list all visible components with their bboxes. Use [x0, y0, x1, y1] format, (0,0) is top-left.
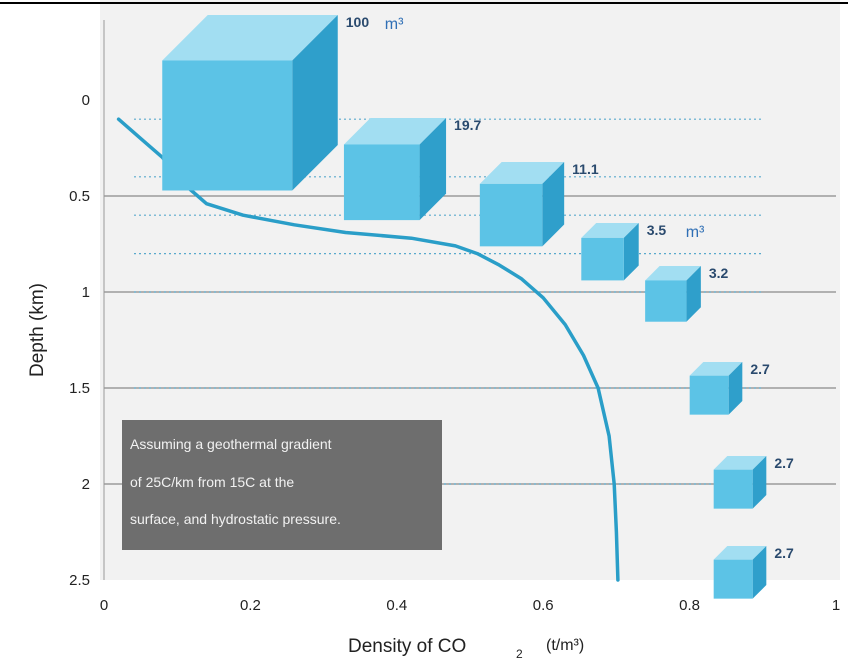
y-tick-label: 1.5	[69, 380, 90, 397]
y-tick-label: 0.5	[69, 188, 90, 205]
volume-unit-label: m³	[686, 224, 705, 241]
cube-front	[713, 469, 753, 509]
cube-side	[292, 15, 338, 191]
volume-cube: 11.1	[479, 161, 599, 247]
volume-label: 11.1	[572, 161, 599, 177]
volume-cube: 3.2	[645, 265, 729, 322]
x-tick-label: 0	[100, 597, 108, 614]
cube-top	[689, 362, 743, 376]
volume-cube: 19.7	[343, 117, 482, 221]
cube-top	[581, 223, 639, 238]
volume-cubes: 100 m³ 19.7 11.1 3.5 m³ 3.2 2.7 2.7 2.7	[162, 14, 794, 599]
x-axis-title-subscript: 2	[516, 647, 523, 661]
x-tick-label: 0.8	[679, 597, 700, 614]
volume-cube: 100 m³	[162, 14, 404, 191]
volume-label: 2.7	[774, 455, 794, 471]
y-axis-title: Depth (km)	[27, 283, 48, 377]
x-tick-label: 1	[832, 597, 840, 614]
annotation-line-1: Assuming a geothermal gradient	[130, 436, 332, 452]
volume-label: 2.7	[774, 545, 794, 561]
cube-top	[713, 546, 767, 560]
volume-cube: 2.7	[689, 361, 770, 415]
y-tick-labels: 0 0.5 1 1.5 2 2.5	[69, 92, 90, 589]
volume-label: 3.2	[709, 265, 729, 281]
cube-side	[623, 223, 639, 281]
volume-label: 3.5	[647, 222, 667, 238]
cube-front	[581, 237, 624, 281]
cube-side	[728, 362, 743, 415]
y-tick-label: 1	[82, 284, 90, 301]
x-axis-title-unit: (t/m³)	[546, 637, 584, 654]
volume-label: 19.7	[454, 117, 481, 133]
cube-top	[479, 162, 565, 184]
cube-side	[419, 118, 447, 221]
cube-top	[162, 15, 338, 61]
annotation-line-3: surface, and hydrostatic pressure.	[130, 511, 341, 527]
y-tick-label: 2	[82, 476, 90, 493]
cube-side	[752, 456, 767, 509]
cube-front	[479, 183, 543, 247]
x-tick-label: 0.4	[386, 597, 407, 614]
cube-front	[162, 60, 293, 191]
y-tick-label: 2.5	[69, 572, 90, 589]
cube-front	[713, 559, 753, 599]
x-axis-title: Density of CO 2 (t/m³)	[348, 636, 584, 661]
cube-front	[343, 144, 420, 221]
volume-label: 2.7	[750, 361, 770, 377]
y-tick-label: 0	[82, 92, 90, 109]
volume-cube: 2.7	[713, 545, 794, 599]
annotation-line-2: of 25C/km from 15C at the	[130, 474, 294, 490]
cube-top	[343, 118, 447, 145]
density-curve	[116, 117, 620, 582]
annotation-background	[122, 420, 442, 550]
volume-label: 100	[346, 14, 370, 30]
volume-unit-label: m³	[385, 16, 404, 33]
cube-front	[689, 375, 729, 415]
x-tick-label: 0.6	[533, 597, 554, 614]
cube-side	[542, 162, 565, 247]
cube-top	[645, 266, 701, 281]
cube-side	[686, 266, 701, 322]
cube-side	[752, 546, 767, 599]
x-tick-labels: 0 0.2 0.4 0.6 0.8 1	[100, 597, 840, 614]
cube-top	[713, 456, 767, 470]
volume-cube: 3.5 m³	[581, 222, 705, 281]
x-axis-title-main: Density of CO	[348, 636, 466, 657]
cube-front	[645, 280, 687, 322]
annotation-box: Assuming a geothermal gradient of 25C/km…	[122, 420, 442, 550]
volume-cube: 2.7	[713, 455, 794, 509]
x-tick-label: 0.2	[240, 597, 261, 614]
